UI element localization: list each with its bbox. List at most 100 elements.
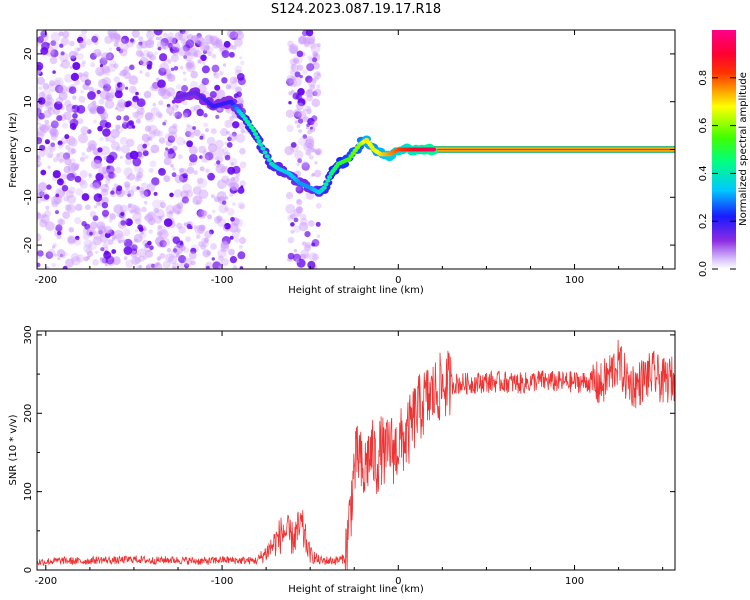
noise-speckle xyxy=(192,195,203,206)
noise-speckle xyxy=(122,38,126,43)
noise-speckle xyxy=(39,123,46,131)
noise-speckle xyxy=(291,77,302,87)
noise-speckle xyxy=(183,55,188,59)
noise-speckle xyxy=(80,90,84,94)
noise-speckle xyxy=(57,230,62,236)
noise-speckle xyxy=(76,254,85,263)
noise-speckle xyxy=(159,53,168,62)
noise-speckle xyxy=(55,84,64,94)
noise-speckle xyxy=(172,248,178,253)
y-tick-label: 20 xyxy=(23,48,34,61)
noise-speckle xyxy=(216,179,227,190)
noise-speckle xyxy=(104,232,111,239)
noise-speckle xyxy=(56,178,64,186)
noise-speckle xyxy=(140,231,144,235)
noise-speckle xyxy=(239,56,243,60)
noise-speckle xyxy=(212,209,216,214)
noise-speckle xyxy=(307,129,312,135)
noise-speckle xyxy=(216,160,221,165)
noise-speckle xyxy=(223,225,227,229)
noise-speckle xyxy=(302,134,308,139)
noise-speckle xyxy=(142,150,149,157)
noise-speckle xyxy=(207,51,212,57)
noise-speckle xyxy=(313,88,322,97)
noise-speckle xyxy=(234,30,244,41)
noise-speckle xyxy=(186,140,194,148)
noise-speckle xyxy=(81,30,88,35)
noise-speckle xyxy=(237,186,245,194)
noise-speckle xyxy=(104,250,109,255)
noise-speckle xyxy=(125,86,129,90)
noise-speckle xyxy=(164,119,168,124)
noise-speckle xyxy=(186,60,195,69)
noise-speckle xyxy=(202,62,206,65)
noise-speckle xyxy=(109,60,117,68)
noise-speckle xyxy=(135,265,142,269)
noise-speckle xyxy=(92,215,99,222)
noise-speckle xyxy=(45,101,54,110)
noise-speckle xyxy=(89,231,93,236)
signal-point xyxy=(251,128,257,133)
noise-speckle xyxy=(170,67,175,72)
noise-speckle xyxy=(227,30,237,39)
noise-speckle xyxy=(140,182,148,190)
snr-x-label: Height of straight line (km) xyxy=(288,584,424,595)
noise-speckle xyxy=(198,224,206,232)
noise-speckle xyxy=(37,37,43,46)
noise-speckle xyxy=(179,66,184,70)
noise-speckle xyxy=(37,111,41,117)
noise-speckle xyxy=(144,213,154,223)
noise-speckle xyxy=(85,38,93,46)
noise-speckle xyxy=(132,157,142,167)
noise-speckle xyxy=(98,166,107,175)
noise-speckle xyxy=(239,266,244,269)
noise-speckle xyxy=(37,126,46,137)
noise-speckle xyxy=(230,182,240,191)
noise-speckle xyxy=(73,237,82,246)
noise-speckle xyxy=(218,203,229,214)
noise-speckle xyxy=(127,203,133,208)
noise-speckle xyxy=(240,60,245,66)
noise-speckle xyxy=(148,124,158,135)
noise-speckle xyxy=(298,110,307,120)
noise-speckle xyxy=(301,162,310,171)
noise-speckle xyxy=(228,133,237,142)
noise-speckle xyxy=(305,136,315,145)
noise-speckle xyxy=(155,208,165,219)
noise-speckle xyxy=(232,202,236,206)
noise-speckle xyxy=(90,221,98,230)
noise-speckle xyxy=(313,169,322,178)
colorbar-tick-label: 0.0 xyxy=(698,261,709,277)
y-tick-label: 0 xyxy=(23,146,34,152)
noise-speckle xyxy=(37,107,42,116)
noise-speckle xyxy=(123,167,133,177)
noise-speckle xyxy=(295,185,304,194)
noise-speckle xyxy=(78,133,88,144)
snr-frame xyxy=(36,330,676,571)
noise-speckle xyxy=(233,37,243,47)
noise-speckle xyxy=(123,66,130,73)
noise-speckle xyxy=(302,69,308,75)
noise-speckle xyxy=(167,135,176,143)
noise-speckle xyxy=(298,136,308,146)
noise-speckle xyxy=(136,186,141,191)
noise-speckle xyxy=(64,157,72,166)
noise-speckle xyxy=(133,164,141,173)
noise-speckle xyxy=(65,258,74,268)
noise-speckle xyxy=(174,111,183,120)
noise-speckle xyxy=(192,186,202,195)
noise-speckle xyxy=(65,190,74,199)
noise-speckle xyxy=(240,128,246,134)
colorbar-tick-label: 0.6 xyxy=(698,118,709,134)
noise-speckle xyxy=(95,172,104,181)
noise-speckle xyxy=(58,31,64,37)
noise-speckle xyxy=(62,265,68,269)
noise-speckle xyxy=(205,265,210,269)
noise-speckle xyxy=(135,218,142,225)
noise-speckle xyxy=(314,148,322,156)
noise-speckle xyxy=(71,256,81,266)
noise-speckle xyxy=(114,90,123,99)
noise-speckle xyxy=(139,190,149,199)
noise-speckle xyxy=(230,216,235,222)
noise-speckle xyxy=(121,35,130,44)
